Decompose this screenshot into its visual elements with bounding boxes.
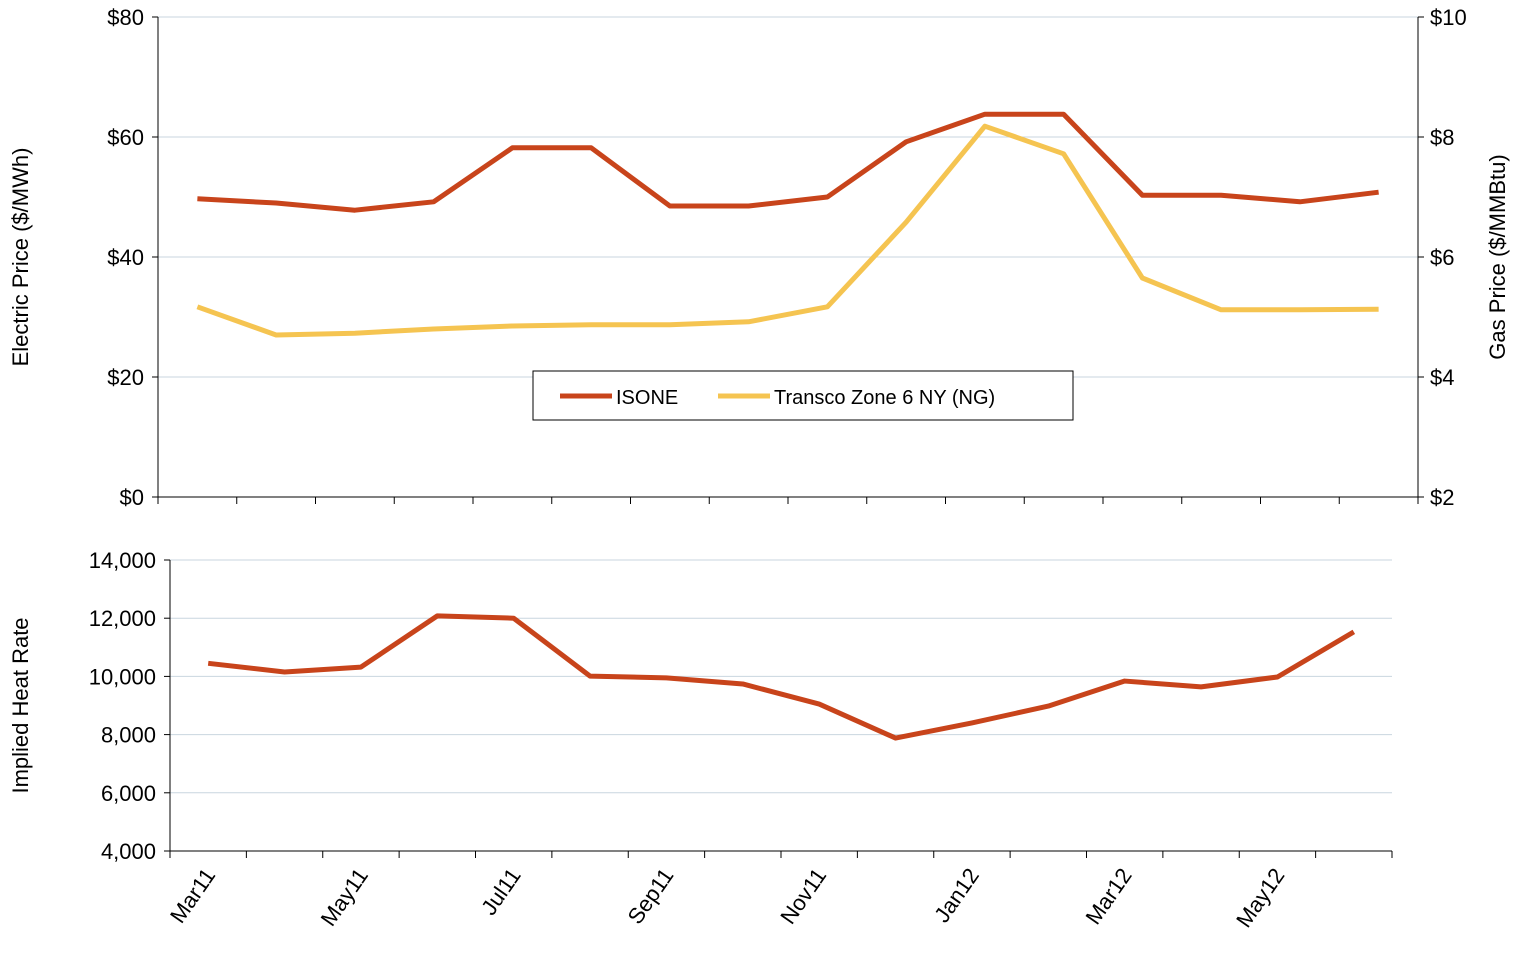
y2-tick-label: $4 [1430, 365, 1454, 390]
x-tick-label: Jul11 [476, 864, 526, 920]
y2-tick-label: $2 [1430, 485, 1454, 510]
y-tick-label: 8,000 [101, 723, 156, 748]
line-series [197, 111, 1379, 213]
x-tick-label: Sep11 [623, 864, 679, 929]
line-series [207, 613, 1356, 741]
y-tick-label: $80 [107, 5, 144, 30]
line-series [196, 123, 1379, 338]
y-tick-label: 4,000 [101, 839, 156, 864]
y-tick-label: 6,000 [101, 781, 156, 806]
y-axis-title: Electric Price ($/MWh) [8, 148, 33, 367]
y2-axis-title: Gas Price ($/MMBtu) [1485, 154, 1510, 359]
y-tick-label: $20 [107, 365, 144, 390]
x-tick-label: Jan12 [929, 864, 984, 927]
x-tick-label: May12 [1231, 864, 1289, 932]
x-tick-label: May11 [316, 864, 373, 931]
legend-label: ISONE [616, 387, 678, 409]
y2-tick-label: $10 [1430, 5, 1467, 30]
y2-tick-label: $6 [1430, 245, 1454, 270]
y-axis-title: Implied Heat Rate [8, 617, 33, 793]
y-tick-label: 12,000 [89, 606, 156, 631]
x-tick-label: Nov11 [775, 864, 831, 929]
y-tick-label: 10,000 [89, 664, 156, 689]
x-tick-label: Mar12 [1081, 864, 1137, 929]
y-tick-label: $60 [107, 125, 144, 150]
y-tick-label: $0 [120, 485, 144, 510]
y2-tick-label: $8 [1430, 125, 1454, 150]
y-tick-label: $40 [107, 245, 144, 270]
y-tick-label: 14,000 [89, 548, 156, 573]
x-tick-label: Mar11 [165, 864, 220, 928]
legend [532, 370, 1074, 421]
legend-label: Transco Zone 6 NY (NG) [774, 387, 995, 409]
